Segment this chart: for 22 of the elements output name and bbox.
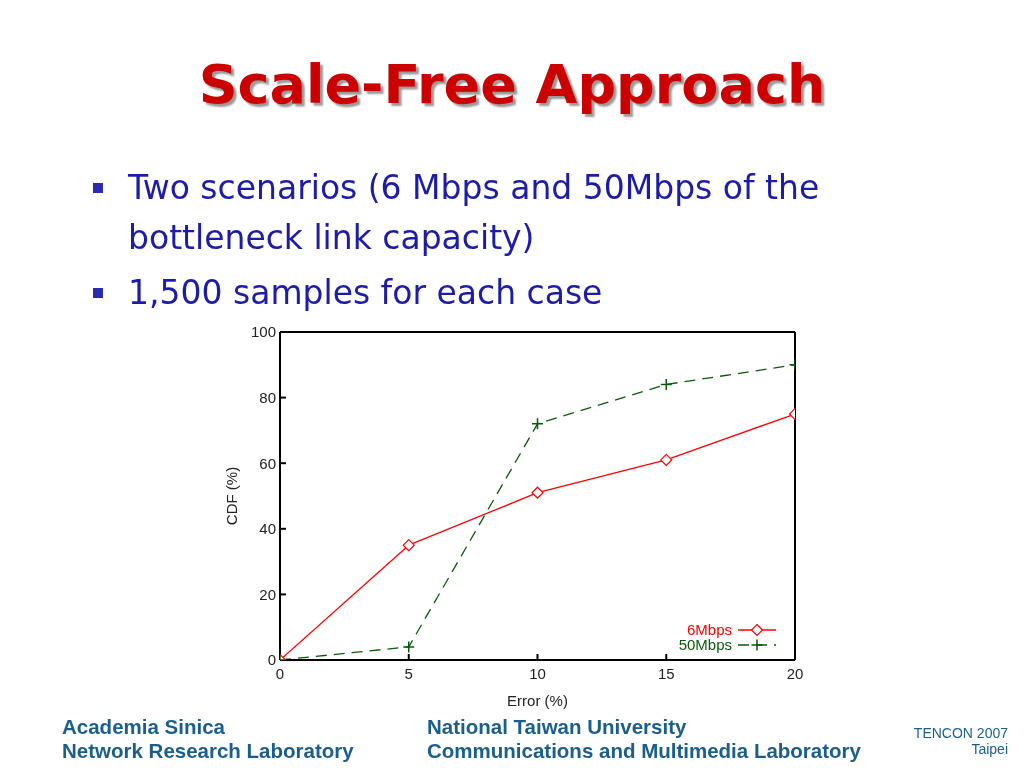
y-tick-label: 80 — [259, 388, 276, 406]
x-tick-label: 10 — [529, 664, 546, 682]
y-tick-label: 100 — [250, 323, 276, 341]
text: Two scenarios (6 Mbps and 50Mbps of the bottleneck link capacity) — [128, 168, 820, 257]
x-axis-title: Error (%) — [507, 692, 568, 709]
x-tick-label: 5 — [404, 664, 413, 682]
text: Taipei — [970, 741, 1008, 757]
text: Academia Sinica — [62, 715, 226, 739]
text: Communications and Multimedia Laboratory — [427, 739, 861, 763]
y-tick-label: 40 — [259, 520, 276, 538]
text: TENCON 2007 — [913, 725, 1008, 741]
legend-label: 6Mbps — [686, 621, 732, 638]
chart-title: Scale-Free Approach — [197, 53, 827, 116]
y-tick-label: 20 — [259, 585, 276, 603]
text: 1,500 samples for each case — [128, 273, 603, 312]
x-tick-label: 15 — [657, 664, 675, 682]
text: Network Research Laboratory — [62, 739, 354, 763]
y-tick-label: 60 — [259, 454, 276, 472]
text: National Taiwan University — [427, 715, 688, 739]
y-tick-label: 0 — [267, 651, 276, 669]
x-tick-label: 20 — [786, 664, 804, 682]
y-axis-title: CDF (%) — [223, 466, 241, 526]
